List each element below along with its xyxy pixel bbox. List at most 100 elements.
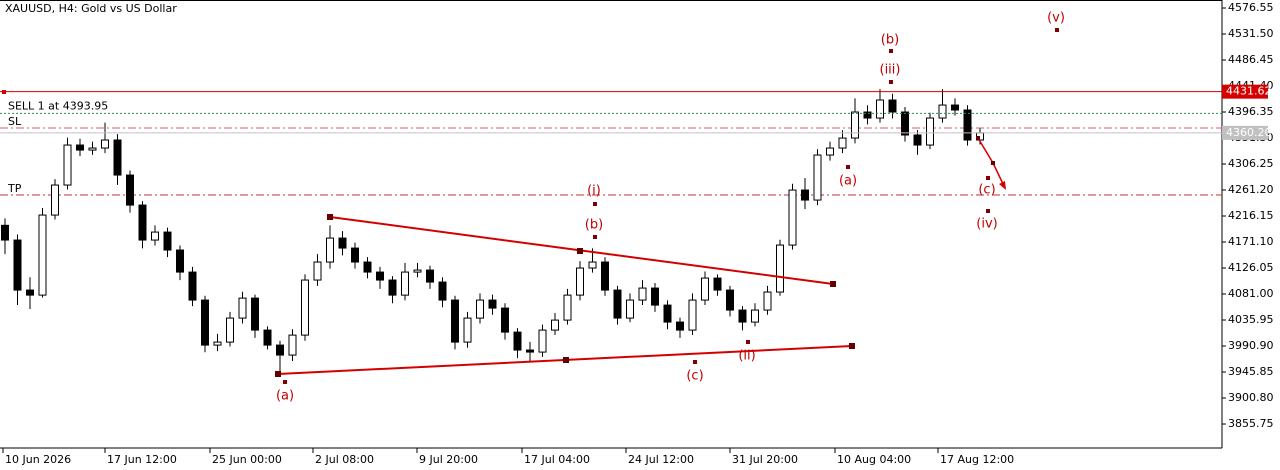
candle-body (538, 329, 547, 353)
candle-body (113, 139, 122, 176)
candle-body (501, 307, 509, 333)
anchor (830, 281, 836, 287)
candle-body (163, 231, 172, 251)
candle-body (426, 269, 434, 283)
wave-label: (i) (587, 184, 601, 199)
candle-body (613, 289, 622, 319)
candle-body (926, 117, 934, 146)
wave-dot (846, 165, 850, 169)
wave-label: (iii) (880, 63, 901, 78)
y-tick-label: 4396.35 (1228, 105, 1274, 118)
x-tick-label: 10 Jun 2026 (5, 453, 71, 466)
trendlines (2, 90, 1006, 377)
candle-body (576, 267, 584, 296)
candle-body (838, 137, 847, 149)
wave-label: (iv) (976, 217, 997, 232)
candle-body (488, 299, 497, 309)
candle-body (563, 294, 572, 321)
candle-body (513, 331, 522, 351)
candle-body (388, 279, 397, 296)
candle-body (951, 104, 959, 111)
candle-body (326, 237, 334, 263)
candle-body (13, 239, 22, 291)
wave-label: (b) (585, 218, 603, 233)
candle-body (76, 144, 84, 151)
anchor (976, 136, 980, 140)
anchor (849, 343, 855, 349)
candle-body (801, 189, 809, 201)
candle-body (776, 244, 784, 293)
candle-body (351, 247, 359, 263)
candle-body (526, 349, 534, 353)
y-tick-label: 4576.55 (1228, 1, 1274, 14)
wave-label: (b) (881, 33, 899, 48)
y-tick-label: 3945.85 (1228, 365, 1274, 378)
y-tick-label: 3855.75 (1228, 417, 1274, 430)
candle-body (413, 269, 422, 273)
candle-body (726, 289, 734, 311)
anchor (563, 357, 569, 363)
wave-dot (593, 202, 597, 206)
candle-body (863, 111, 872, 119)
candle-body (376, 271, 384, 281)
wave-label: (v) (1047, 11, 1065, 26)
candle-body (651, 287, 659, 306)
candle-body (876, 99, 884, 119)
candle-body (363, 261, 372, 273)
wave-dot (1055, 28, 1059, 32)
candle-body (938, 104, 947, 119)
candle-body (751, 309, 759, 323)
x-tick-label: 17 Jul 04:00 (524, 453, 590, 466)
candle-body (101, 139, 109, 149)
candle-body (238, 297, 247, 319)
sl-label: SL (8, 115, 22, 128)
y-tick-label: 4261.20 (1228, 183, 1274, 196)
candle-body (151, 231, 159, 241)
anchor (327, 214, 333, 220)
candle-body (713, 277, 722, 291)
candle-body (51, 184, 59, 216)
x-tick-label: 2 Jul 08:00 (315, 453, 374, 466)
x-tick-label: 17 Aug 12:00 (940, 453, 1014, 466)
candle-body (176, 249, 184, 273)
candle-body (313, 261, 322, 281)
anchor (991, 161, 995, 165)
anchor (275, 371, 281, 377)
candle-body (913, 134, 922, 146)
wave-label: (ii) (738, 349, 755, 364)
anchor (577, 248, 583, 254)
candle-body (88, 147, 97, 151)
candle-body (763, 291, 772, 311)
wave-label: (c) (686, 369, 703, 384)
wave-labels: (v) (b) (iii) (a) (c) (iv) (i) (b) (c) (ii) (a) (276, 11, 1065, 404)
candle-body (301, 279, 309, 336)
candle-body (338, 237, 347, 249)
candle-body (251, 297, 259, 331)
arrow-head (999, 181, 1006, 190)
candle-body (588, 261, 597, 269)
y-tick-label: 4035.95 (1228, 313, 1274, 326)
candle-body (788, 189, 797, 246)
candle-body (63, 144, 72, 186)
wave-dot (889, 80, 893, 84)
wave-label: (c) (978, 183, 995, 198)
candle-body (663, 304, 672, 323)
wave-label: (a) (276, 389, 294, 404)
candle-body (851, 111, 859, 139)
candle-body (476, 299, 484, 319)
candle-body (201, 299, 209, 346)
chart-title: XAUUSD, H4: Gold vs US Dollar (5, 2, 177, 15)
candle-body (438, 281, 447, 301)
candle-body (213, 341, 222, 346)
wave-dot (986, 176, 990, 180)
candle-body (601, 261, 609, 291)
y-tick-label: 4531.50 (1228, 27, 1274, 40)
candle-body (38, 214, 47, 296)
candle-body (813, 154, 822, 201)
y-tick-label: 4486.45 (1228, 53, 1274, 66)
candle-body (963, 109, 972, 141)
candle-body (551, 319, 559, 331)
price-box (1222, 84, 1268, 99)
